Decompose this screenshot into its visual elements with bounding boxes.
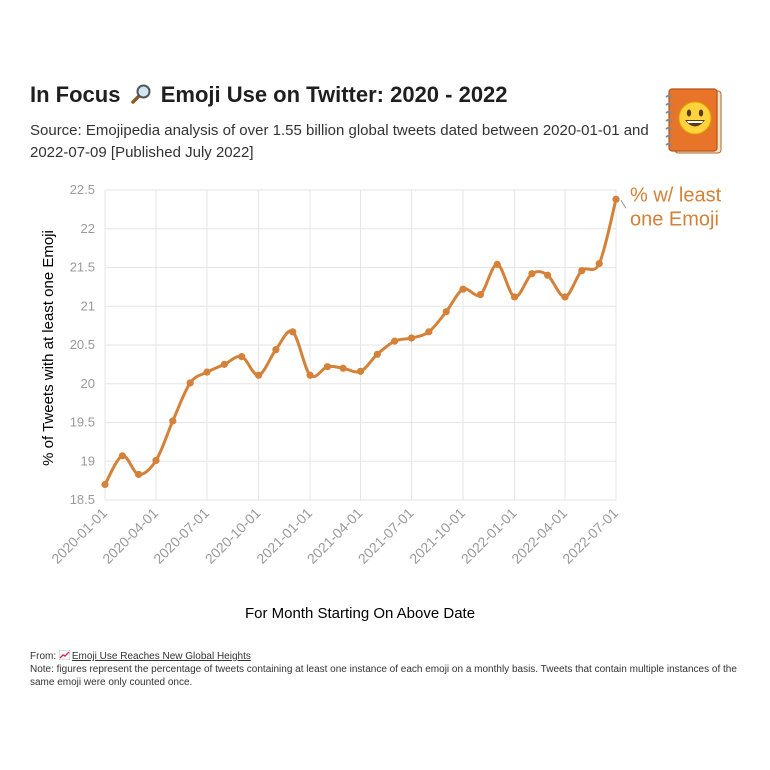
chart-subtitle: Source: Emojipedia analysis of over 1.55… [30, 122, 649, 161]
data-point [306, 371, 314, 379]
data-point [391, 337, 399, 345]
data-point [220, 360, 228, 368]
data-point [493, 260, 501, 268]
data-point [544, 271, 552, 279]
chart-increasing-icon [58, 650, 70, 660]
magnifying-glass-icon [130, 83, 152, 111]
data-point [254, 371, 263, 379]
data-point [101, 480, 109, 489]
series-label-leader [620, 200, 627, 209]
x-axis-ticks: 2020-01-012020-04-012020-07-012020-10-01… [48, 505, 621, 567]
data-point [595, 260, 603, 268]
data-point [578, 267, 586, 275]
y-axis-ticks: 18.5 19 19.5 20 20.5 21 21.5 22 22.5 [70, 182, 95, 507]
data-point [289, 328, 297, 336]
y-tick-label: 20 [81, 376, 95, 391]
y-axis-label: % of Tweets with at least one Emoji [40, 230, 57, 466]
emoji-book-icon [663, 85, 725, 157]
series-label: % w/ least one Emoji [630, 184, 722, 230]
footer-note: Note: figures represent the percentage o… [30, 664, 737, 688]
data-point [272, 346, 280, 354]
data-point [238, 353, 246, 361]
line-chart: 18.5 19 19.5 20 20.5 21 21.5 22 22.5 2020-01-012… [40, 182, 722, 622]
source-line: From: Emoji Use Reaches New Global Heigh… [30, 650, 745, 663]
data-point [152, 456, 160, 465]
chart-title: In Focus Emoji Use on Twitter: 2020 - 20… [30, 82, 508, 111]
data-point [135, 470, 143, 479]
data-point [476, 291, 485, 299]
from-label: From: [30, 651, 57, 662]
data-point [186, 379, 194, 387]
title-prefix: In Focus [30, 82, 121, 107]
data-point [425, 328, 433, 336]
y-tick-label: 19.5 [70, 415, 95, 430]
y-tick-label: 21.5 [70, 260, 95, 275]
title-main: Emoji Use on Twitter: 2020 - 2022 [160, 82, 508, 107]
data-point [203, 368, 211, 376]
source-link[interactable]: Emoji Use Reaches New Global Heights [71, 651, 251, 662]
data-point [612, 195, 620, 203]
data-point [510, 293, 519, 301]
y-tick-label: 22.5 [70, 182, 95, 197]
y-tick-label: 21 [81, 298, 95, 313]
data-point [373, 350, 381, 358]
data-point [169, 417, 177, 425]
x-axis-label: For Month Starting On Above Date [245, 605, 475, 622]
y-tick-label: 20.5 [70, 337, 95, 352]
y-tick-label: 22 [81, 221, 95, 236]
data-point [407, 334, 416, 342]
data-point [323, 363, 332, 371]
y-tick-label: 19 [81, 453, 95, 468]
data-points [101, 195, 620, 489]
data-point [459, 285, 467, 293]
data-point [561, 293, 569, 301]
data-point [339, 364, 347, 372]
footer: From: Emoji Use Reaches New Global Heigh… [30, 650, 745, 689]
data-point [528, 270, 536, 278]
data-point [118, 452, 126, 460]
gridlines [104, 189, 617, 501]
data-point [356, 367, 365, 375]
data-point [442, 308, 450, 316]
y-tick-label: 18.5 [70, 492, 95, 507]
x-tick-label: 2022-07-01 [559, 505, 621, 567]
